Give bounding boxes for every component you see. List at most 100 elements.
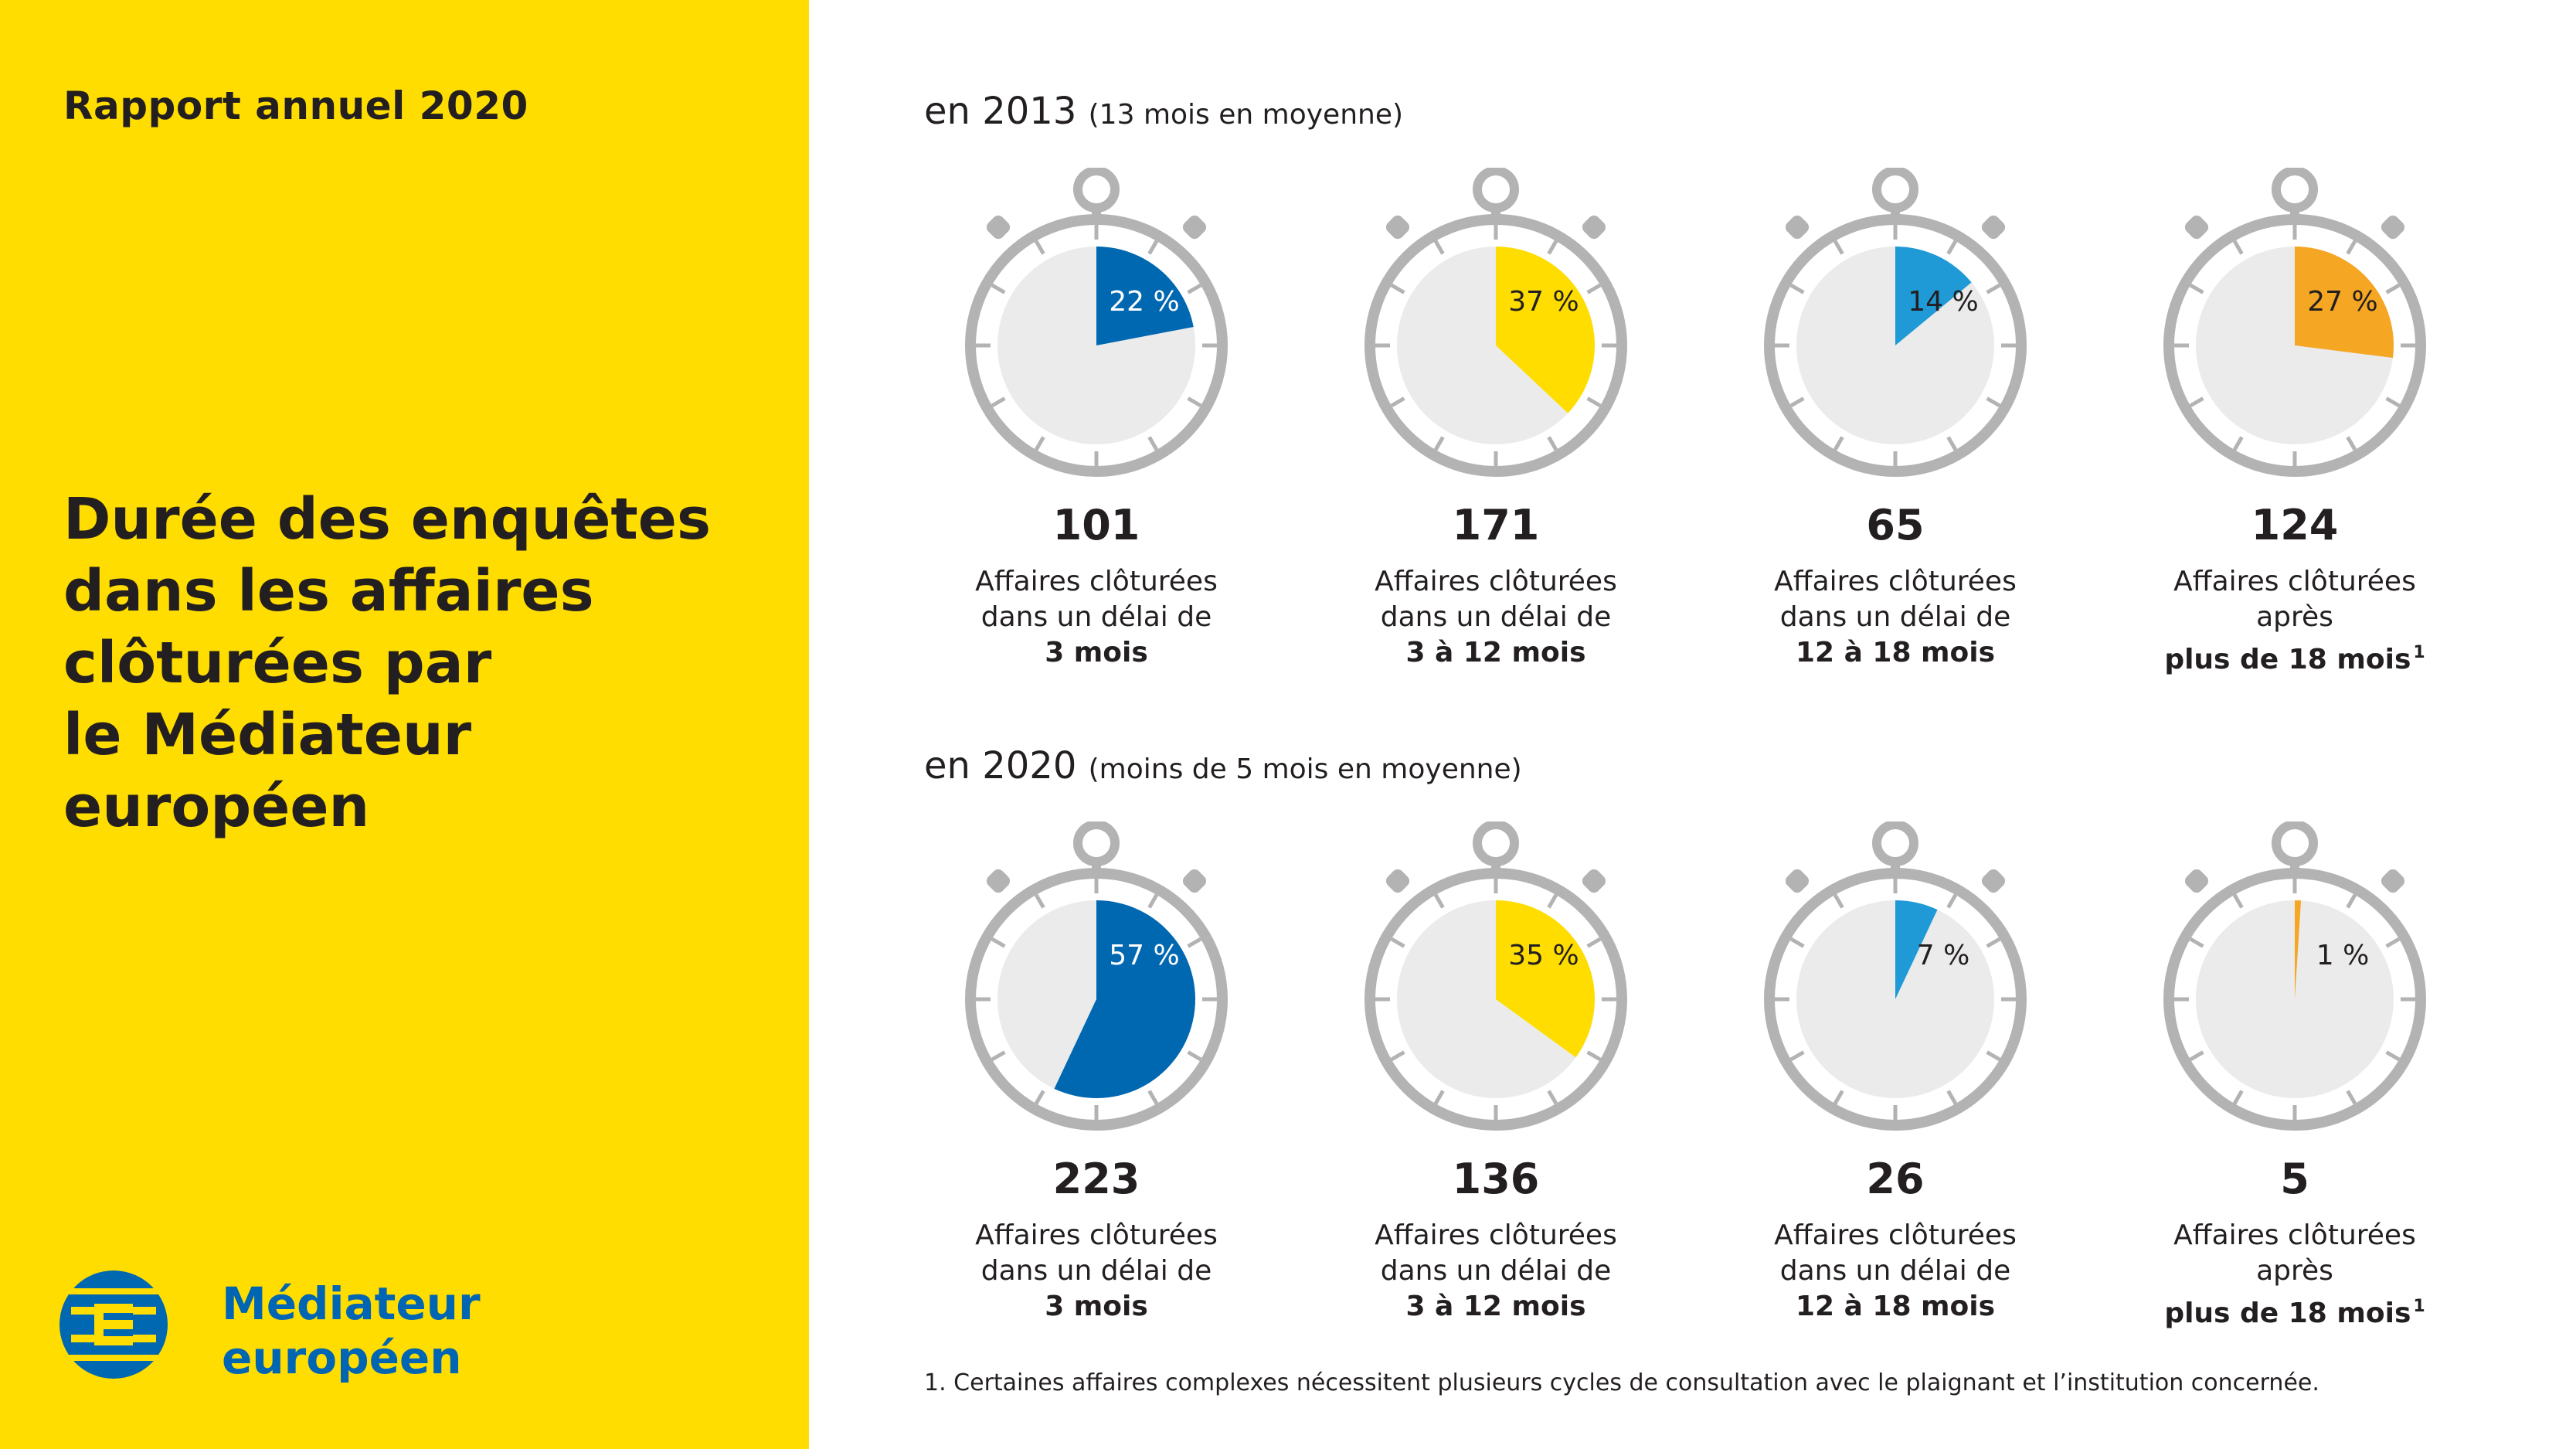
stopwatch-button-right <box>1981 869 2006 893</box>
description-line: dans un délai de <box>980 1255 1212 1287</box>
description-line: dans un délai de <box>1779 1255 2011 1287</box>
stopwatch-tick <box>1547 436 1558 451</box>
stopwatch-tick <box>1147 1090 1159 1105</box>
stopwatch-button-left <box>2184 869 2209 893</box>
stopwatch-crown <box>1473 821 1519 866</box>
stopwatch-tick <box>1034 240 1045 255</box>
stopwatch-tick <box>1946 436 1958 451</box>
stopwatch-tick <box>2189 283 2204 294</box>
stopwatch-tick <box>1390 396 1405 408</box>
stopwatch-tick <box>991 937 1006 948</box>
stopwatch-tick <box>1390 937 1405 948</box>
stopwatch-tick <box>1147 893 1159 909</box>
stopwatch-tick <box>2385 1050 2401 1062</box>
percent-label: 1 % <box>2316 940 2370 971</box>
stopwatch-tick <box>1986 937 2001 948</box>
duration-label: 3 mois <box>911 1289 1282 1325</box>
description-line: Affaires clôturées <box>1375 566 1617 597</box>
duration-text: 3 à 12 mois <box>1405 1291 1586 1322</box>
stopwatch-button-left <box>1785 215 1810 240</box>
stopwatch-tick <box>1946 1090 1958 1105</box>
stopwatch-button-right <box>1182 869 1207 893</box>
duration-text: plus de 18 mois <box>2164 644 2411 675</box>
stopwatch-tick <box>1187 1050 1202 1062</box>
stopwatch-button-left <box>1785 869 1810 893</box>
stopwatch-button-right <box>2381 215 2405 240</box>
case-count: 65 <box>1866 501 1925 549</box>
stopwatch-tick <box>1833 240 1844 255</box>
duration-text: 12 à 18 mois <box>1795 637 1996 668</box>
percent-label: 57 % <box>1109 940 1179 971</box>
stopwatch-tick <box>1946 240 1958 255</box>
section-note: (13 mois en moyenne) <box>1088 99 1404 131</box>
duration-label: 3 à 12 mois <box>1310 1289 1681 1325</box>
stopwatch: 57 % <box>965 821 1228 1131</box>
description-line: dans un délai de <box>1779 601 2011 633</box>
stopwatch-tick <box>1833 893 1844 909</box>
stopwatch-tick <box>1586 937 1602 948</box>
percent-label: 27 % <box>2307 286 2377 318</box>
stopwatch-tick <box>2346 436 2357 451</box>
description-line: après <box>2256 1255 2333 1287</box>
stopwatch-tick <box>1946 893 1958 909</box>
description-line: Affaires clôturées <box>1375 1219 1617 1251</box>
description-line: Affaires clôturées <box>1774 1219 2017 1251</box>
section-heading-2020: en 2020 (moins de 5 mois en moyenne) <box>924 744 1522 787</box>
section-year: en 2013 <box>924 90 1077 133</box>
stopwatch-tick <box>1833 1090 1844 1105</box>
stopwatch-tick <box>2346 893 2357 909</box>
sidebar: Rapport annuel 2020 Durée des enquêtes d… <box>0 0 809 1449</box>
logo-text: Médiateur européen <box>222 1277 481 1384</box>
case-count: 26 <box>1866 1155 1925 1203</box>
stopwatch-tick <box>1789 396 1805 408</box>
stopwatch-tick <box>1986 396 2001 408</box>
stopwatch-tick <box>1147 240 1159 255</box>
case-description: Affaires clôturées dans un délai de 12 à 1… <box>1710 564 2081 671</box>
case-count: 223 <box>1052 1155 1140 1203</box>
stopwatch-button-left <box>2184 215 2209 240</box>
footnote: 1. Certaines affaires complexes nécessit… <box>924 1369 2319 1396</box>
stopwatch-tick <box>991 1050 1006 1062</box>
duration-label: 12 à 18 mois <box>1710 635 2081 671</box>
stopwatch-tick <box>2189 396 2204 408</box>
section-heading-2013: en 2013 (13 mois en moyenne) <box>924 90 1403 133</box>
stopwatch-tick <box>2346 240 2357 255</box>
stopwatch-crown <box>1473 168 1519 213</box>
case-count: 101 <box>1052 501 1140 549</box>
stopwatch-tick <box>1789 283 1805 294</box>
description-line: après <box>2256 601 2333 633</box>
footnote-ref: 1 <box>2413 1297 2425 1316</box>
footnote-ref: 1 <box>2413 643 2425 662</box>
duration-label: 12 à 18 mois <box>1710 1289 2081 1325</box>
stopwatch-tick <box>991 283 1006 294</box>
stopwatch-tick <box>1547 1090 1558 1105</box>
stopwatch-tick <box>1433 1090 1445 1105</box>
description-line: dans un délai de <box>1380 1255 1612 1287</box>
stopwatch-tick <box>2385 283 2401 294</box>
case-count: 5 <box>2280 1155 2309 1203</box>
stopwatch: 7 % <box>1764 821 2027 1131</box>
stopwatch-tick <box>1433 893 1445 909</box>
stopwatch-tick <box>2189 937 2204 948</box>
stopwatch-button-right <box>1182 215 1207 240</box>
stopwatch-tick <box>1433 436 1445 451</box>
stopwatch-button-left <box>986 869 1011 893</box>
stopwatch-tick <box>1433 240 1445 255</box>
section-note: (moins de 5 mois en moyenne) <box>1088 753 1522 785</box>
stopwatch-tick <box>2385 937 2401 948</box>
stopwatch: 35 % <box>1364 821 1627 1131</box>
page-title: Durée des enquêtes dans les affaires clô… <box>63 486 712 840</box>
duration-text: 12 à 18 mois <box>1795 1291 1996 1322</box>
duration-label: plus de 18 mois 1 <box>2109 635 2480 678</box>
percent-label: 37 % <box>1508 286 1579 318</box>
stopwatch-tick <box>1187 937 1202 948</box>
stopwatch-tick <box>1034 1090 1045 1105</box>
pie-slice <box>2295 247 2394 359</box>
stopwatch-tick <box>1789 937 1805 948</box>
stopwatch: 27 % <box>2163 168 2426 477</box>
stopwatch-tick <box>1390 1050 1405 1062</box>
stopwatch: 14 % <box>1764 168 2027 477</box>
stopwatch-tick <box>1547 893 1558 909</box>
stopwatch-tick <box>1986 1050 2001 1062</box>
case-description: Affaires clôturées après plus de 18 mois 1 <box>2109 1218 2480 1332</box>
